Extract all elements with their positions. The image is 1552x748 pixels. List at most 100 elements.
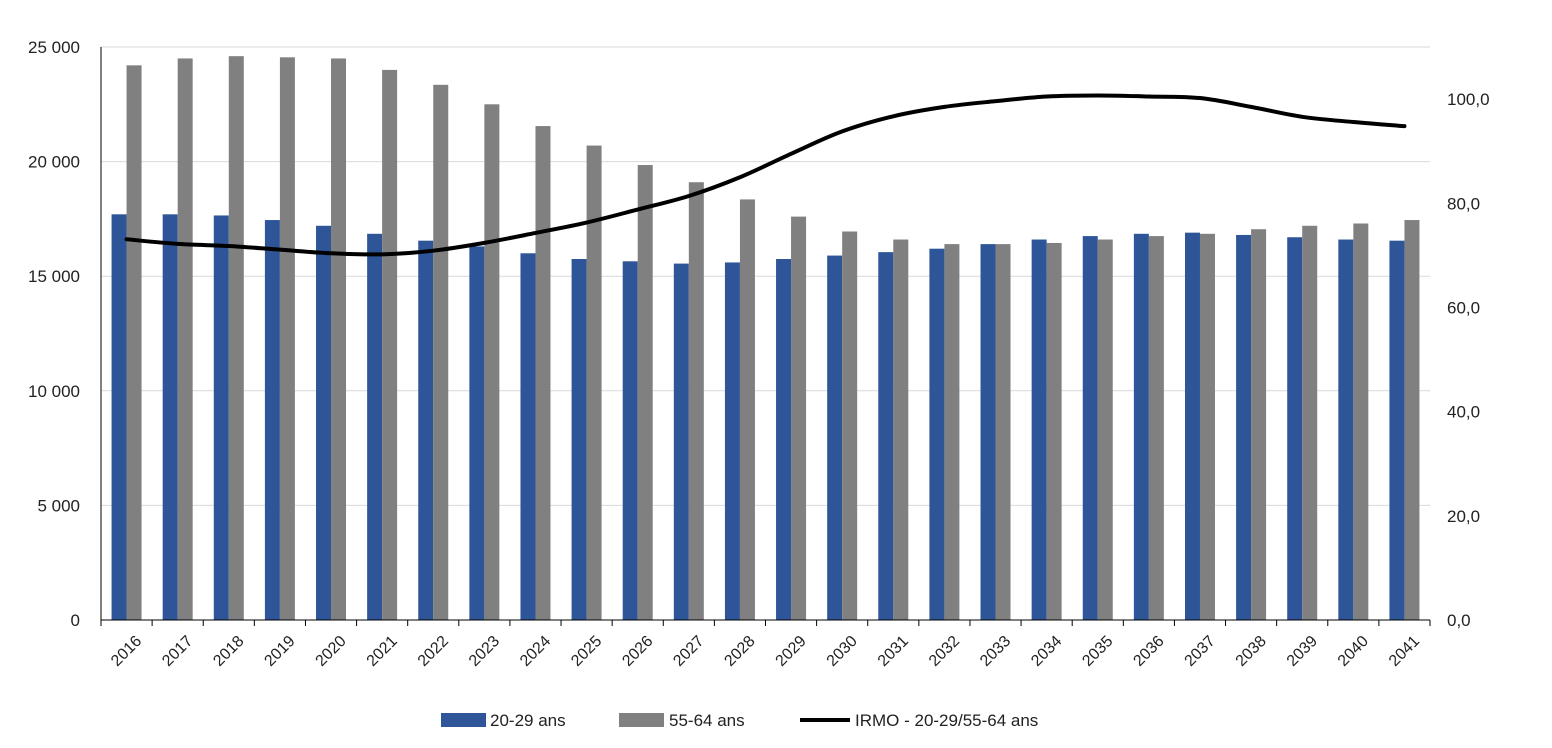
bar-55-64 xyxy=(1251,229,1267,621)
bar-20-29 xyxy=(929,248,945,621)
bar-55-64 xyxy=(1302,225,1318,620)
right-axis-tick-label: 80,0 xyxy=(1447,194,1480,213)
bar-20-29 xyxy=(316,225,332,620)
bar-55-64 xyxy=(688,182,704,620)
bar-20-29 xyxy=(162,214,178,621)
x-axis-tick-label: 2038 xyxy=(1233,633,1270,670)
x-axis-tick-label: 2033 xyxy=(977,633,1014,670)
x-axis-tick-label: 2019 xyxy=(261,633,298,670)
bar-20-29 xyxy=(724,262,740,620)
bar-20-29 xyxy=(673,263,689,620)
bar-55-64 xyxy=(1199,233,1215,620)
right-axis-tick-label: 100,0 xyxy=(1447,90,1490,109)
bar-55-64 xyxy=(1046,242,1062,620)
x-axis-tick-label: 2023 xyxy=(466,633,503,670)
x-axis-tick-label: 2024 xyxy=(517,633,554,670)
x-axis-tick-label: 2021 xyxy=(364,633,401,670)
right-axis-ticks: 0,0 20,0 40,0 60,0 80,0 100,0 xyxy=(1447,90,1490,630)
bar-55-64 xyxy=(279,57,295,620)
bar-55-64 xyxy=(1097,239,1113,620)
bar-55-64 xyxy=(484,104,500,621)
bar-55-64 xyxy=(893,239,909,620)
bar-20-29 xyxy=(1133,233,1149,620)
x-axis-tick-label: 2028 xyxy=(722,633,759,670)
x-axis-ticks: 2016 2017 2018 2019 2020 2021 2022 2023 2024 2025… xyxy=(108,633,1423,670)
bar-20-29 xyxy=(367,233,383,620)
bar-20-29 xyxy=(111,214,127,621)
bar-20-29 xyxy=(1236,234,1252,620)
x-axis-tick-label: 2031 xyxy=(875,633,912,670)
bar-20-29 xyxy=(264,220,280,620)
x-axis-tick-label: 2022 xyxy=(415,633,452,670)
legend-label: 55-64 ans xyxy=(669,711,745,730)
irmo-line xyxy=(124,93,1407,257)
left-axis-tick-label: 15 000 xyxy=(28,267,80,286)
legend-label: 20-29 ans xyxy=(490,711,566,730)
left-axis-tick-label: 10 000 xyxy=(28,382,80,401)
x-axis-tick-label: 2034 xyxy=(1028,633,1065,670)
x-axis-tick-label: 2037 xyxy=(1182,633,1219,670)
bar-20-29 xyxy=(622,261,638,620)
bar-20-29 xyxy=(878,252,894,620)
bars xyxy=(111,56,1420,621)
bar-55-64 xyxy=(126,65,142,620)
x-axis-tick-label: 2041 xyxy=(1386,633,1423,670)
bar-55-64 xyxy=(842,231,858,621)
bar-20-29 xyxy=(213,215,229,620)
bar-55-64 xyxy=(586,145,602,620)
left-axis-tick-label: 25 000 xyxy=(28,38,80,57)
x-axis-tick-label: 2018 xyxy=(210,633,247,670)
bar-20-29 xyxy=(1031,239,1047,620)
bar-55-64 xyxy=(535,126,551,620)
bar-55-64 xyxy=(1148,236,1164,620)
right-axis-tick-label: 40,0 xyxy=(1447,403,1480,422)
x-axis-tick-label: 2040 xyxy=(1335,633,1372,670)
x-axis-tick-label: 2016 xyxy=(108,633,145,670)
bar-20-29 xyxy=(1338,239,1354,620)
bar-20-29 xyxy=(1389,240,1405,620)
bar-20-29 xyxy=(571,259,587,620)
right-axis-tick-label: 20,0 xyxy=(1447,507,1480,526)
bar-20-29 xyxy=(1184,232,1200,621)
bar-55-64 xyxy=(228,56,244,621)
bar-55-64 xyxy=(944,244,960,620)
bar-20-29 xyxy=(827,255,843,620)
bar-55-64 xyxy=(177,58,193,620)
x-axis-tick-label: 2029 xyxy=(773,633,810,670)
bar-55-64 xyxy=(739,199,755,620)
x-axis-tick-label: 2025 xyxy=(568,633,605,670)
bar-20-29 xyxy=(520,253,536,620)
bar-20-29 xyxy=(1287,237,1303,620)
x-axis-tick-label: 2030 xyxy=(824,633,861,670)
left-axis-tick-label: 5 000 xyxy=(37,496,80,515)
x-axis-tick-label: 2039 xyxy=(1284,633,1321,670)
x-axis-tick-label: 2026 xyxy=(619,633,656,670)
x-axis-tick-label: 2027 xyxy=(670,633,707,670)
right-axis-tick-label: 0,0 xyxy=(1447,611,1471,630)
bar-20-29 xyxy=(776,259,792,620)
left-axis-tick-label: 0 xyxy=(71,611,80,630)
x-axis-tick-label: 2032 xyxy=(926,633,963,670)
legend-label: IRMO - 20-29/55-64 ans xyxy=(855,711,1038,730)
left-axis-ticks: 0 5 000 10 000 15 000 20 000 25 000 xyxy=(28,38,80,630)
bar-55-64 xyxy=(1404,220,1420,620)
x-axis-tick-label: 2017 xyxy=(159,633,196,670)
bar-20-29 xyxy=(980,244,996,620)
legend: 20-29 ans 55-64 ans IRMO - 20-29/55-64 ans xyxy=(441,711,1038,730)
gridlines xyxy=(101,46,1430,506)
legend-swatch xyxy=(619,713,664,727)
x-axis-tick-label: 2035 xyxy=(1079,633,1116,670)
bar-55-64 xyxy=(331,58,347,620)
bar-55-64 xyxy=(382,69,398,621)
right-axis-tick-label: 60,0 xyxy=(1447,298,1480,317)
x-axis-tick-label: 2036 xyxy=(1130,633,1167,670)
irmo-line-path xyxy=(124,93,1407,257)
axes xyxy=(100,47,1431,626)
bar-20-29 xyxy=(469,246,485,621)
bar-55-64 xyxy=(1353,223,1369,620)
bar-20-29 xyxy=(1082,236,1098,620)
bar-55-64 xyxy=(637,165,653,620)
bar-55-64 xyxy=(995,244,1011,620)
left-axis-tick-label: 20 000 xyxy=(28,153,80,172)
